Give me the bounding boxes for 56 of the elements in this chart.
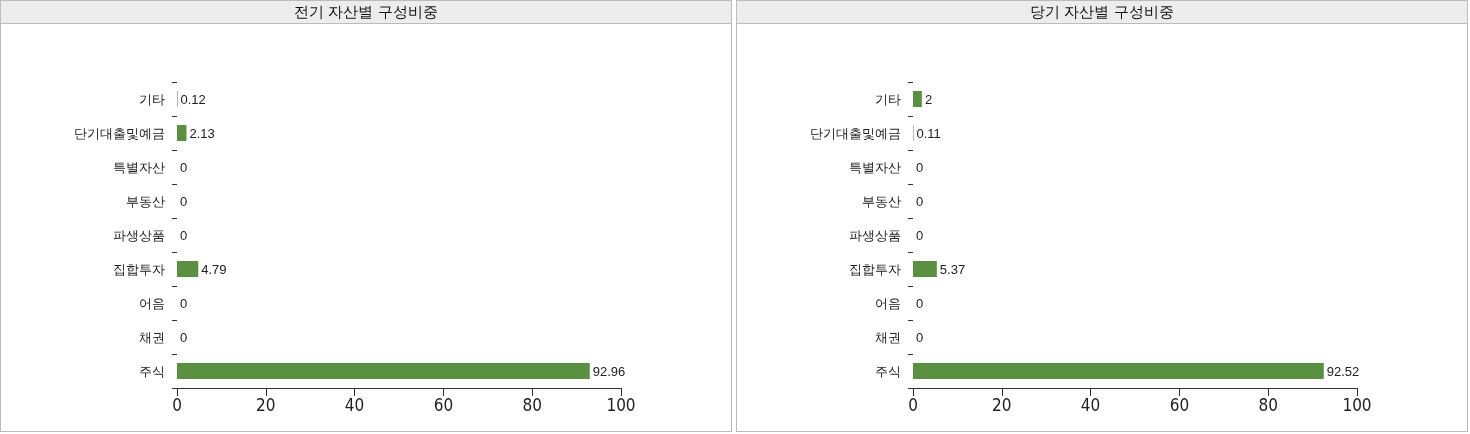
bar [177, 363, 590, 379]
data-label: 0 [180, 227, 188, 243]
y-tick-label: 주식 [139, 363, 165, 379]
y-tick-label: 어음 [139, 295, 165, 311]
data-label: 0 [916, 193, 924, 209]
data-label: 0 [180, 295, 188, 311]
bar [177, 125, 187, 141]
y-tick-label: 채권 [875, 329, 901, 345]
y-tick-label: 특별자산 [849, 159, 901, 175]
data-label: 5.37 [939, 261, 966, 277]
x-tick-label: 40 [344, 394, 365, 415]
y-tick-label: 파생상품 [113, 227, 165, 243]
data-label: 0 [916, 227, 924, 243]
y-tick-label: 부동산 [126, 193, 165, 209]
y-tick-label: 단기대출및예금 [74, 125, 165, 141]
data-label: 0 [180, 159, 188, 175]
x-tick-label: 60 [1169, 394, 1190, 415]
x-tick-label: 40 [1080, 394, 1101, 415]
data-label: 2.13 [189, 125, 215, 141]
x-tick-label: 60 [433, 394, 454, 415]
data-label: 0.11 [916, 125, 941, 141]
x-tick-label: 0 [908, 394, 918, 415]
data-label: 2 [924, 91, 933, 107]
data-label: 92.96 [592, 363, 626, 379]
y-tick-label: 어음 [875, 295, 901, 311]
x-tick-label: 20 [992, 394, 1012, 415]
data-label: 0 [180, 329, 188, 345]
y-tick-label: 집합투자 [113, 261, 165, 277]
bar [913, 261, 937, 277]
y-tick-label: 부동산 [862, 193, 901, 209]
y-tick-label: 채권 [139, 329, 165, 345]
data-label: 0 [916, 295, 924, 311]
x-tick-label: 100 [1342, 394, 1372, 415]
x-tick-label: 20 [256, 394, 276, 415]
x-tick-label: 0 [172, 394, 182, 415]
data-label: 0 [916, 159, 924, 175]
data-label: 0 [916, 329, 924, 345]
y-tick-label: 집합투자 [849, 261, 901, 277]
bar [177, 261, 199, 277]
bar [913, 91, 922, 107]
y-tick-label: 기타 [139, 91, 165, 107]
y-tick-label: 단기대출및예금 [810, 125, 901, 141]
y-tick-label: 기타 [875, 91, 901, 107]
data-label: 4.79 [201, 261, 227, 277]
x-tick-label: 100 [606, 394, 636, 415]
x-tick-label: 80 [522, 394, 542, 415]
bar [913, 363, 1324, 379]
x-tick-label: 80 [1258, 394, 1278, 415]
chart-title: 전기 자산별 구성비중 [1, 1, 731, 24]
data-label: 0 [180, 193, 188, 209]
chart-title: 당기 자산별 구성비중 [737, 1, 1467, 24]
data-label: 0.12 [180, 91, 206, 107]
data-label: 92.52 [1326, 363, 1360, 379]
y-tick-label: 특별자산 [113, 159, 165, 175]
y-tick-label: 주식 [875, 363, 901, 379]
y-tick-label: 파생상품 [849, 227, 901, 243]
